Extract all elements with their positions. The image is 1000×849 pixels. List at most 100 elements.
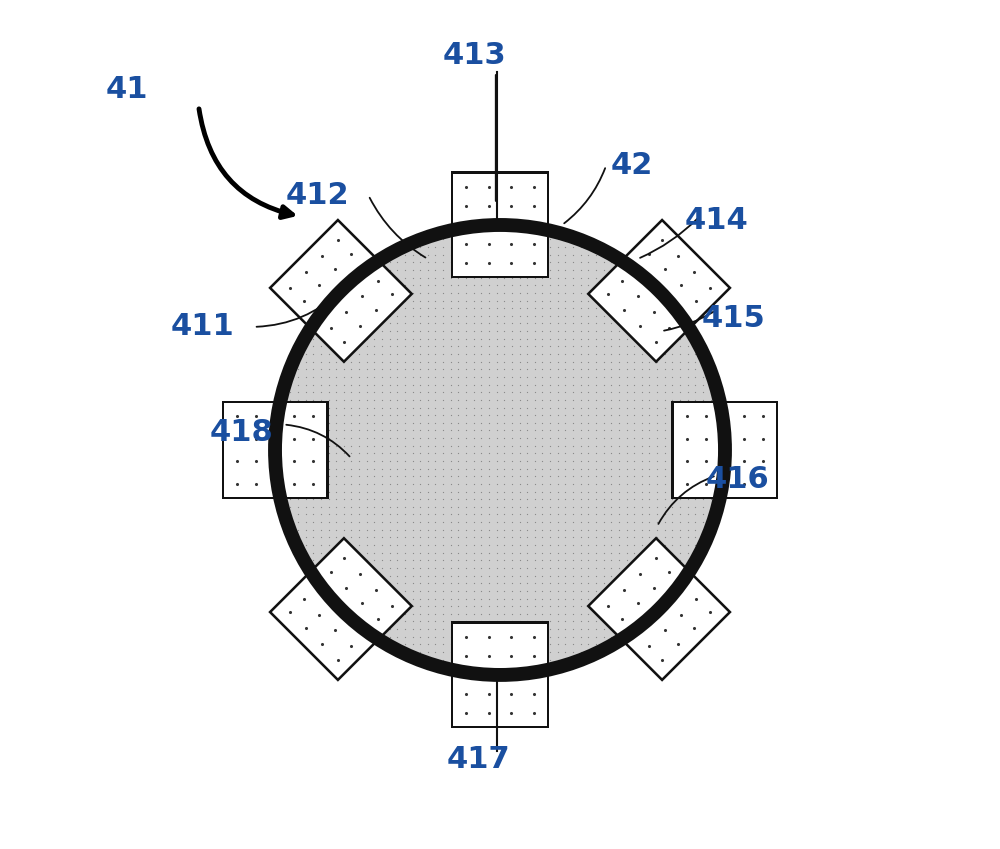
Point [435,317,451,330]
Point [466,408,482,422]
Point [580,408,596,422]
Point [290,355,306,368]
Point [443,645,459,659]
Point [672,531,688,544]
Point [626,363,642,376]
Point [580,454,596,468]
Point [466,546,482,559]
Point [634,485,650,498]
Point [542,431,558,445]
Point [328,554,344,567]
Point [405,347,421,361]
Point [229,432,245,446]
Point [290,485,306,498]
Point [427,447,443,460]
Point [328,523,344,537]
Point [412,393,428,407]
Point [557,531,573,544]
Point [450,370,466,384]
Point [565,286,581,300]
Point [405,401,421,414]
Point [325,292,341,306]
Point [596,462,612,475]
Point [443,592,459,605]
Point [412,309,428,323]
Point [405,447,421,460]
Point [412,638,428,651]
Point [626,324,642,338]
Point [359,607,375,621]
Point [311,278,327,292]
Point [672,324,688,338]
Point [481,492,497,506]
Point [366,561,382,575]
Point [374,301,390,315]
Point [489,485,505,498]
Point [565,408,581,422]
Point [657,561,673,575]
Point [504,599,520,613]
Point [290,393,306,407]
Point [420,538,436,552]
Point [473,317,489,330]
Point [580,531,596,544]
Point [680,385,696,399]
Point [603,301,619,315]
Point [473,576,489,590]
Point [412,515,428,529]
Point [359,531,375,544]
Point [557,271,573,284]
Point [496,401,512,414]
Point [695,431,711,445]
Point [542,355,558,368]
Point [619,424,635,437]
Point [405,638,421,651]
Point [672,393,688,407]
Point [397,584,413,598]
Point [405,263,421,277]
Point [305,363,321,376]
Point [557,607,573,621]
Point [466,393,482,407]
Point [632,567,648,581]
Point [489,347,505,361]
Point [695,424,711,437]
Point [550,248,566,261]
Point [519,469,535,483]
Point [565,294,581,307]
Point [382,615,398,628]
Point [626,294,642,307]
Point [603,477,619,491]
Point [519,317,535,330]
Point [374,332,390,346]
Point [596,401,612,414]
Point [290,492,306,506]
Point [496,317,512,330]
Point [397,477,413,491]
Point [435,240,451,254]
Point [619,599,635,613]
Point [603,286,619,300]
Point [481,538,497,552]
Point [366,554,382,567]
Point [359,523,375,537]
Point [565,638,581,651]
Point [695,393,711,407]
Point [382,408,398,422]
Point [458,240,474,254]
Point [420,584,436,598]
Point [573,378,589,391]
Point [443,469,459,483]
Point [550,363,566,376]
Point [496,592,512,605]
Point [435,332,451,346]
Point [588,278,604,292]
Point [481,240,497,254]
Point [489,393,505,407]
Point [519,355,535,368]
Point [496,263,512,277]
Point [550,240,566,254]
Point [473,324,489,338]
Point [619,462,635,475]
Point [370,612,386,626]
